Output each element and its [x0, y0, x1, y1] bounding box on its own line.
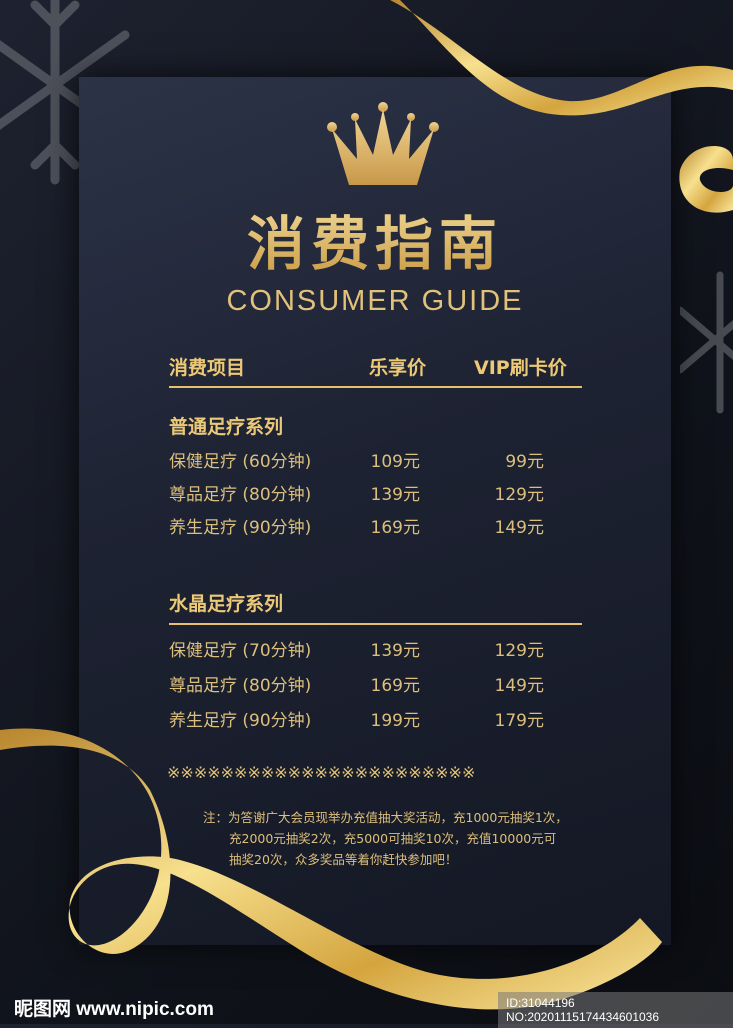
promo-note: 注：为答谢广大会员现举办充值抽大奖活动，充1000元抽奖1次， 充2000元抽奖… [203, 807, 583, 870]
item-vip-price: 129元 [494, 641, 544, 661]
item-name: 养生足疗 (90分钟) [169, 711, 312, 731]
note-line: 注：为答谢广大会员现举办充值抽大奖活动，充1000元抽奖1次， [203, 810, 568, 825]
table-row: 保健足疗 (60分钟) 109元 99元 [169, 447, 582, 472]
item-price: 169元 [370, 518, 420, 538]
table-row: 养生足疗 (90分钟) 169元 149元 [169, 513, 582, 538]
item-price: 139元 [370, 641, 420, 661]
item-vip-price: 149元 [494, 676, 544, 696]
menu-card: 消费指南 CONSUMER GUIDE 消费项目 乐享价 VIP刷卡价 普通足疗… [79, 77, 671, 945]
table-row: 养生足疗 (90分钟) 199元 179元 [169, 706, 582, 731]
page-title: 消费指南 [79, 197, 671, 281]
note-line: 抽奖20次，众多奖品等着你赶快参加吧！ [229, 852, 458, 867]
section-title: 水晶足疗系列 [169, 593, 284, 615]
header-item: 消费项目 [169, 357, 246, 379]
item-name: 尊品足疗 (80分钟) [169, 485, 312, 505]
item-name: 保健足疗 (70分钟) [169, 641, 312, 661]
page-subtitle: CONSUMER GUIDE [226, 285, 524, 317]
table-row: 保健足疗 (70分钟) 139元 129元 [169, 636, 582, 661]
item-name: 尊品足疗 (80分钟) [169, 676, 312, 696]
item-name: 保健足疗 (60分钟) [169, 452, 312, 472]
table-row: 尊品足疗 (80分钟) 139元 129元 [169, 480, 582, 505]
divider-line [169, 386, 582, 388]
item-name: 养生足疗 (90分钟) [169, 518, 312, 538]
divider-line [169, 623, 582, 625]
snowflake-icon [680, 271, 733, 414]
item-vip-price: 129元 [494, 485, 544, 505]
item-vip-price: 149元 [494, 518, 544, 538]
item-price: 199元 [370, 711, 420, 731]
header-price: 乐享价 [369, 357, 427, 379]
decorative-divider: ※※※※※※※※※※※※※※※※※※※※※※※ [167, 763, 476, 782]
item-vip-price: 179元 [494, 711, 544, 731]
watermark-id: ID:31044196 NO:20201115174434601036 [498, 992, 733, 1028]
item-price: 139元 [370, 485, 420, 505]
item-price: 169元 [370, 676, 420, 696]
table-row: 尊品足疗 (80分钟) 169元 149元 [169, 671, 582, 696]
item-vip-price: 99元 [505, 452, 544, 472]
header-vip-price: VIP刷卡价 [474, 357, 567, 379]
watermark-logo: 昵图网 www.nipic.com [14, 999, 214, 1020]
item-price: 109元 [370, 452, 420, 472]
crown-icon [327, 102, 439, 185]
section-title: 普通足疗系列 [169, 416, 284, 438]
note-line: 充2000元抽奖2次，充5000可抽奖10次，充值10000元可 [229, 831, 557, 846]
